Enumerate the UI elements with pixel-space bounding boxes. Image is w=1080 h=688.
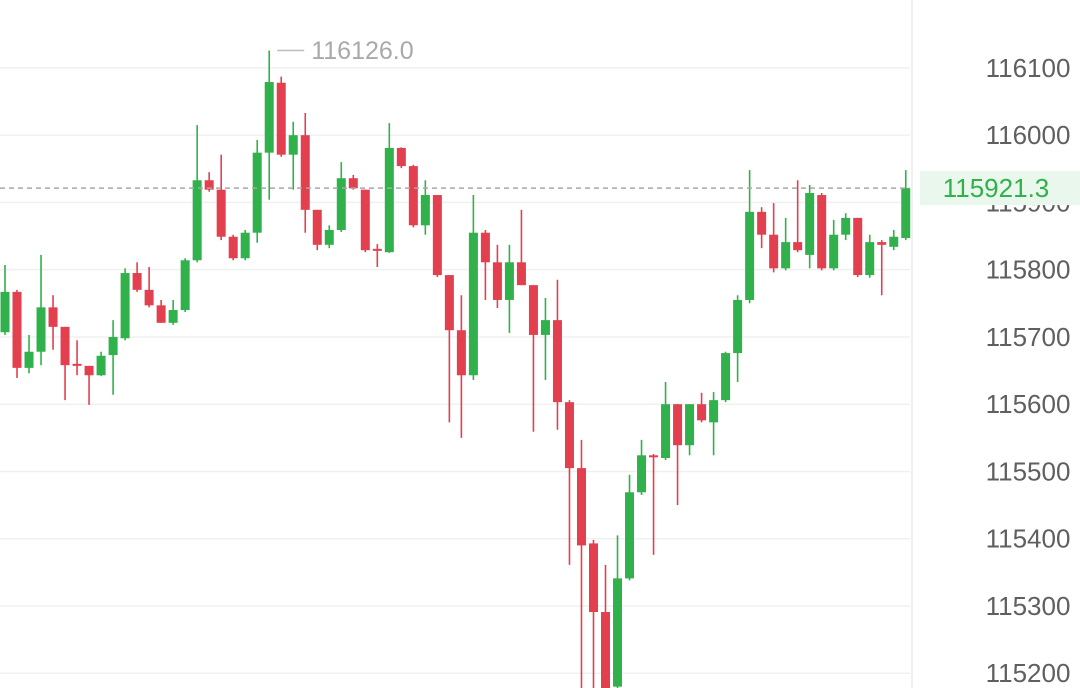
candle-body <box>312 209 322 245</box>
candle-body <box>228 236 238 259</box>
candle-body <box>697 404 707 421</box>
candle-body <box>48 307 58 327</box>
candle-body <box>408 166 418 226</box>
candle-body <box>276 82 286 155</box>
candle-body <box>324 230 334 245</box>
y-tick-label: 116100 <box>986 53 1071 83</box>
candle-body <box>372 248 382 251</box>
candle-body <box>288 135 298 155</box>
candle-body <box>384 147 394 253</box>
candle-body <box>540 320 550 335</box>
candle-body <box>492 262 502 300</box>
candle-body <box>360 189 370 251</box>
candle-body <box>396 147 406 167</box>
candle-body <box>564 402 574 469</box>
y-tick-label: 115700 <box>986 322 1071 352</box>
candle-body <box>637 455 647 493</box>
overlay: 116126.0 115921.3 <box>0 37 1080 206</box>
candle-body <box>504 262 514 300</box>
candle-body <box>108 336 118 356</box>
candle-body <box>757 211 767 235</box>
y-tick-label: 116000 <box>986 120 1071 150</box>
candle-body <box>180 260 190 311</box>
candle-body <box>625 492 635 579</box>
candle-body <box>793 242 803 251</box>
candle-body <box>877 242 887 245</box>
candle-body <box>192 180 202 261</box>
candle-body <box>84 365 94 376</box>
candle-body <box>745 211 755 300</box>
candle-body <box>168 310 178 323</box>
candle-body <box>444 275 454 331</box>
max-label: 116126.0 <box>311 37 413 65</box>
candle-body <box>829 234 839 269</box>
candle-body <box>240 232 250 259</box>
candle-body <box>601 612 610 688</box>
y-axis: 115200 115300 115400 115500 115600 115700 1158… <box>986 53 1071 688</box>
candle-body <box>817 195 827 269</box>
candle-body <box>12 291 22 368</box>
candle-body <box>805 193 815 255</box>
candle-body <box>613 578 623 687</box>
y-tick-label: 115400 <box>986 524 1071 554</box>
candle-body <box>588 543 598 613</box>
candle-body <box>853 217 863 276</box>
y-tick-label: 115800 <box>986 255 1071 285</box>
candle-body <box>120 273 130 339</box>
candle-body <box>516 262 526 286</box>
candle-body <box>348 178 358 189</box>
candle-body <box>673 404 683 446</box>
candle-body <box>901 188 911 239</box>
candle-body <box>144 289 154 306</box>
candle-body <box>96 355 106 376</box>
candle-body <box>432 195 442 276</box>
candle-body <box>889 236 899 247</box>
candle-body <box>769 234 779 269</box>
candle-body <box>24 351 34 368</box>
candle-body <box>456 330 466 376</box>
plot <box>0 50 911 688</box>
grid <box>0 67 910 674</box>
candle-body <box>576 468 586 546</box>
candle-body <box>721 353 731 401</box>
y-tick-label: 115200 <box>986 658 1071 688</box>
candle-body <box>264 82 274 153</box>
candle-body <box>649 455 659 458</box>
candle-body <box>156 305 166 323</box>
last-price-label: 115921.3 <box>943 173 1050 203</box>
candle-body <box>204 180 214 190</box>
candle-body <box>685 404 695 446</box>
candle-body <box>468 232 478 376</box>
candle-body <box>252 152 262 233</box>
candle-body <box>216 189 226 237</box>
last-price-box <box>920 171 1080 206</box>
candle-body <box>841 217 851 235</box>
candle-body <box>132 273 142 290</box>
y-tick-label: 115300 <box>986 591 1071 621</box>
candle-body <box>709 400 719 423</box>
candle-body <box>733 299 743 354</box>
candle-body <box>336 178 346 231</box>
candle-body <box>528 285 538 335</box>
candle-body <box>72 363 82 366</box>
candle-body <box>0 291 10 333</box>
candle-body <box>300 135 310 210</box>
candle-body <box>480 232 490 263</box>
y-tick-label: 115600 <box>986 389 1071 419</box>
candle-body <box>552 320 562 403</box>
candle-body <box>661 404 671 458</box>
candle-body <box>781 242 791 269</box>
y-tick-label: 115500 <box>986 456 1071 486</box>
candle-body <box>60 326 70 366</box>
candle-body <box>865 242 875 276</box>
candle-body <box>36 307 46 352</box>
candle-body <box>420 195 430 226</box>
